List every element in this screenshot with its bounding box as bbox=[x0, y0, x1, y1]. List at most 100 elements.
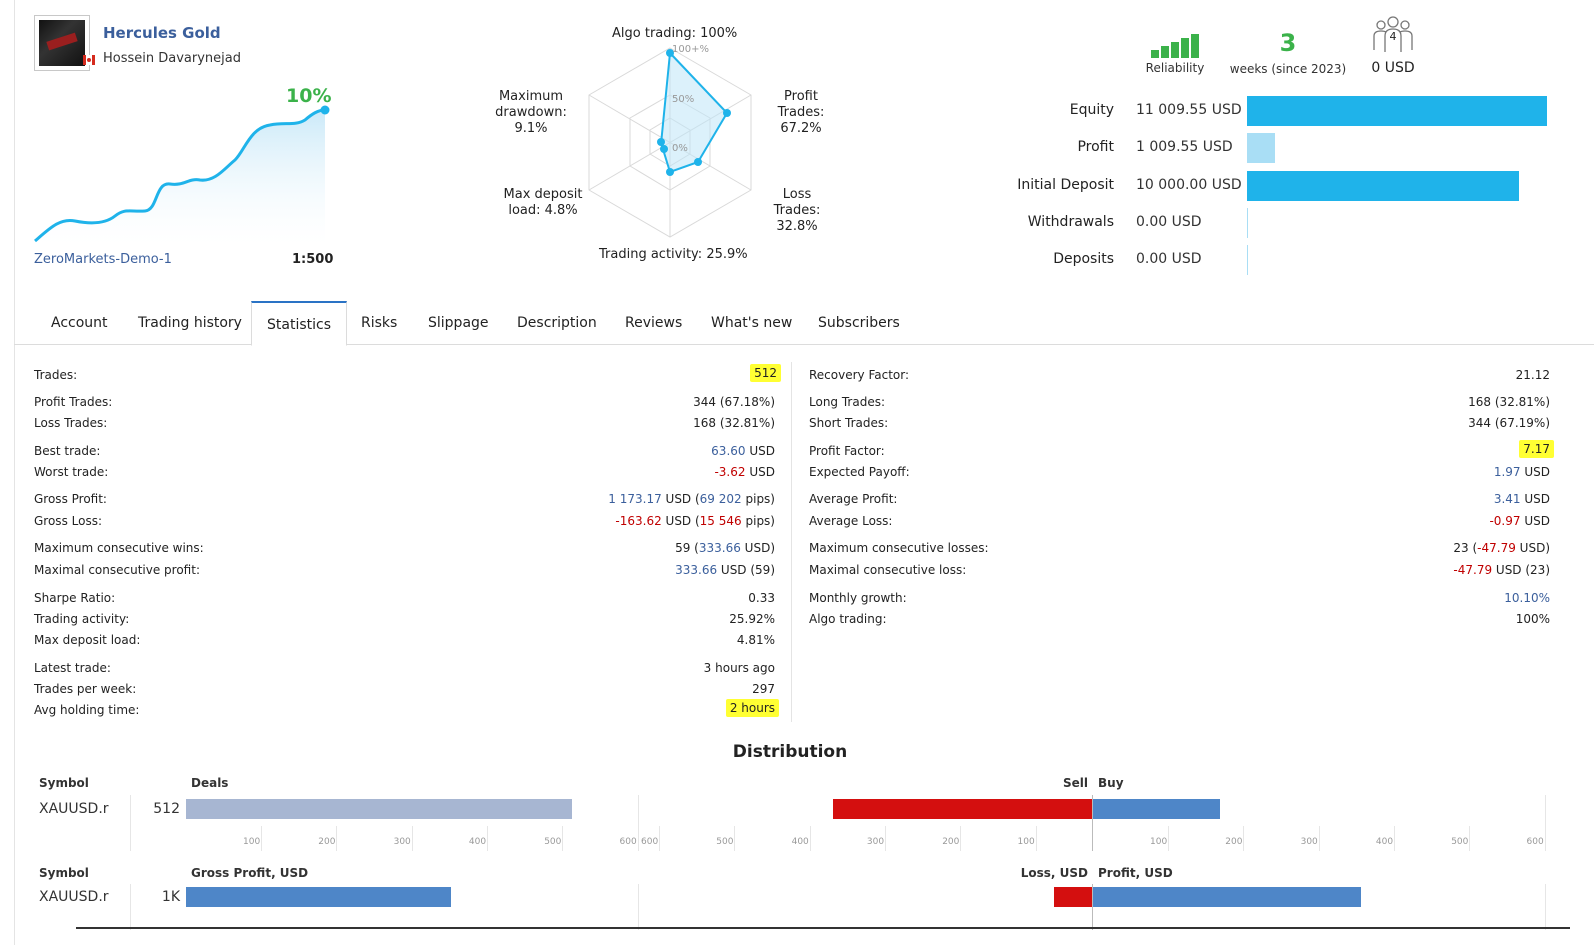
withdrawals-value: 0.00 USD bbox=[1136, 214, 1202, 230]
stat-value: 21.12 bbox=[1515, 368, 1550, 382]
growth-line bbox=[34, 108, 326, 243]
radar-point-load bbox=[660, 145, 668, 153]
stat-value-holding: 2 hours bbox=[725, 699, 779, 717]
equity-bar bbox=[1247, 96, 1547, 126]
growth-endpoint bbox=[320, 105, 330, 115]
tab-statistics[interactable]: Statistics bbox=[251, 301, 347, 346]
tab-whats-new[interactable]: What's new bbox=[711, 315, 793, 331]
tab-slippage[interactable]: Slippage bbox=[428, 315, 489, 331]
radar-label-activity: Trading activity: 25.9% bbox=[599, 247, 748, 262]
subscribers-icon: 4 bbox=[1373, 16, 1413, 52]
radar-scale-100: 100+% bbox=[672, 44, 709, 55]
radar-point-algo bbox=[666, 49, 674, 57]
stat-value: 3 hours ago bbox=[703, 661, 775, 675]
stat-label: Gross Profit: bbox=[34, 492, 107, 506]
distribution-title: Distribution bbox=[732, 742, 848, 762]
deals-header: Deals bbox=[191, 776, 229, 790]
symbol-header: Symbol bbox=[39, 776, 89, 790]
stat-label: Trading activity: bbox=[34, 612, 130, 626]
radar-label-load: Max deposit load: 4.8% bbox=[503, 187, 583, 218]
radar-point-profit bbox=[723, 109, 731, 117]
signal-name[interactable]: Hercules Gold bbox=[103, 24, 221, 42]
symbol-cell[interactable]: XAUUSD.r bbox=[39, 801, 109, 817]
stat-value: 168 (32.81%) bbox=[693, 416, 775, 430]
stat-label: Worst trade: bbox=[34, 465, 109, 479]
tab-trading-history[interactable]: Trading history bbox=[138, 315, 242, 331]
axis-tick-label: 600 bbox=[619, 837, 637, 847]
stat-value: 297 bbox=[752, 682, 775, 696]
subscribers-value: 0 USD bbox=[1371, 60, 1415, 76]
reliability-icon bbox=[1151, 34, 1199, 58]
stat-value: 168 (32.81%) bbox=[1468, 395, 1550, 409]
stat-label: Latest trade: bbox=[34, 661, 111, 675]
stat-label: Average Profit: bbox=[809, 492, 898, 506]
stat-value: 1.97 USD bbox=[1493, 465, 1550, 479]
stat-value: -163.62 USD (15 546 pips) bbox=[615, 514, 775, 528]
axis-tick-label: 400 bbox=[1375, 837, 1394, 847]
initial-deposit-bar bbox=[1247, 171, 1519, 201]
signal-avatar[interactable] bbox=[34, 15, 90, 71]
server-link[interactable]: ZeroMarkets-Demo-1 bbox=[34, 252, 172, 267]
deposits-bar bbox=[1247, 245, 1248, 275]
axis-gridline bbox=[336, 826, 338, 851]
deals-bar bbox=[186, 799, 572, 819]
stat-label: Maximal consecutive loss: bbox=[809, 563, 967, 577]
deals-count: 512 bbox=[153, 801, 180, 817]
stat-label: Trades per week: bbox=[34, 682, 137, 696]
bottom-border bbox=[76, 927, 1570, 929]
profit-value: 1 009.55 USD bbox=[1136, 139, 1233, 155]
stat-label: Short Trades: bbox=[809, 416, 889, 430]
symbol-header: Symbol bbox=[39, 866, 89, 880]
axis-gridline bbox=[1393, 826, 1395, 851]
stat-value: -0.97 USD bbox=[1489, 514, 1550, 528]
tab-risks[interactable]: Risks bbox=[361, 315, 398, 331]
stat-value: 10.10% bbox=[1504, 591, 1550, 605]
growth-area bbox=[35, 110, 325, 245]
canada-flag-icon bbox=[83, 55, 95, 65]
equity-value: 11 009.55 USD bbox=[1136, 102, 1242, 118]
stat-label: Long Trades: bbox=[809, 395, 886, 409]
tab-reviews[interactable]: Reviews bbox=[625, 315, 683, 331]
radar-label-profit: Profit Trades: 67.2% bbox=[777, 89, 825, 136]
radar-point-activity bbox=[666, 168, 674, 176]
radar-point-loss bbox=[694, 158, 702, 166]
stat-label: Maximal consecutive profit: bbox=[34, 563, 200, 577]
stat-label: Profit Trades: bbox=[34, 395, 113, 409]
stat-label: Average Loss: bbox=[809, 514, 893, 528]
radar-label-algo: Algo trading: 100% bbox=[612, 26, 738, 41]
axis-gridline bbox=[637, 826, 639, 851]
stat-label: Maximum consecutive wins: bbox=[34, 541, 204, 555]
axis-gridline bbox=[809, 826, 811, 851]
stat-value: 63.60 USD bbox=[711, 444, 775, 458]
loss-bar bbox=[1054, 887, 1092, 907]
axis-tick-label: 300 bbox=[1300, 837, 1318, 847]
axis-tick-label: 200 bbox=[1225, 837, 1243, 847]
axis-tick-label: 400 bbox=[468, 837, 487, 847]
gross-profit-header: Gross Profit, USD bbox=[191, 866, 309, 880]
stat-value: 344 (67.18%) bbox=[693, 395, 775, 409]
deposits-value: 0.00 USD bbox=[1136, 251, 1202, 267]
axis-tick-label: 200 bbox=[318, 837, 336, 847]
gross-profit-value: 1K bbox=[161, 889, 180, 905]
symbol-cell[interactable]: XAUUSD.r bbox=[39, 889, 109, 905]
tab-subscribers[interactable]: Subscribers bbox=[818, 315, 900, 331]
stat-value-profit-factor: 7.17 bbox=[1519, 440, 1554, 458]
leverage: 1:500 bbox=[292, 252, 334, 267]
axis-tick-label: 500 bbox=[716, 837, 734, 847]
radar-chart: 100+% 50% 0% bbox=[588, 44, 752, 238]
axis-gridline bbox=[486, 826, 488, 851]
stat-label: Loss Trades: bbox=[34, 416, 108, 430]
stat-value: 3.41 USD bbox=[1493, 492, 1550, 506]
weeks-label: weeks (since 2023) bbox=[1229, 62, 1347, 76]
axis-gridline bbox=[562, 826, 564, 851]
author-name[interactable]: Hossein Davarynejad bbox=[103, 51, 241, 66]
tab-account[interactable]: Account bbox=[51, 315, 108, 331]
growth-percent: 10% bbox=[286, 85, 332, 107]
tab-description[interactable]: Description bbox=[517, 315, 597, 331]
axis-tick-label: 100 bbox=[1017, 837, 1035, 847]
stat-label: Algo trading: bbox=[809, 612, 887, 626]
initial-deposit-label: Initial Deposit bbox=[1017, 177, 1114, 193]
axis-gridline bbox=[659, 826, 660, 851]
stat-label: Best trade: bbox=[34, 444, 101, 458]
radar-scale-50: 50% bbox=[672, 94, 694, 105]
